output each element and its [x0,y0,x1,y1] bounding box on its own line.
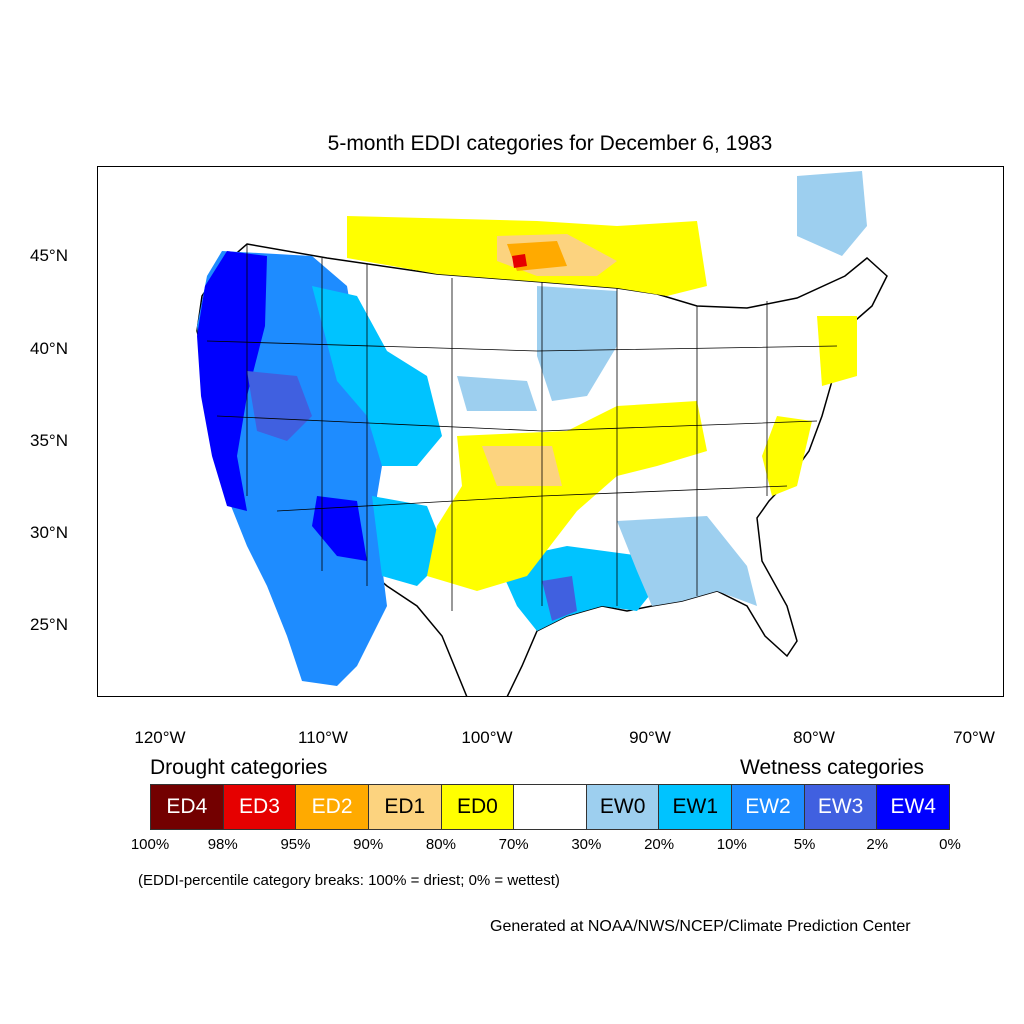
map-frame [97,166,1004,697]
legend-swatch-ew1: EW1 [659,785,733,829]
state-borders [206,244,838,611]
map-title: 5-month EDDI categories for December 6, … [327,132,773,155]
ew3-region-nevada [247,371,312,441]
ew3-region-houston [542,576,577,621]
ew4-region-coast [197,251,267,511]
wetness-heading: Wetness categories [740,756,925,779]
legend-break-label: 80% [425,836,456,853]
legend-swatch-ed4: ED4 [151,785,224,829]
lat-label-45: 45°N [30,246,68,265]
legend-break-label: 98% [207,836,238,853]
lon-label-110: 110°W [298,728,348,747]
ew0-region-northeast [797,171,867,256]
legend-swatch-ew0: EW0 [586,785,660,829]
legend-swatch-ed0: ED0 [441,785,515,829]
ed0-region-northeast [817,316,857,386]
eddi-map [97,166,1004,697]
legend-swatch-ed1: ED1 [368,785,442,829]
legend-break-label: 10% [716,836,747,853]
lat-label-25: 25°N [30,615,68,634]
legend-break-label: 20% [644,836,675,853]
lat-label-35: 35°N [30,431,68,450]
legend-break-label: 0% [939,836,961,853]
legend-swatch-neutral [514,785,587,829]
ed3-spot-north [512,254,527,268]
legend-swatch-ew2: EW2 [732,785,805,829]
legend-note: (EDDI-percentile category breaks: 100% =… [138,872,560,889]
legend-swatch-ed2: ED2 [296,785,369,829]
legend-break-label: 30% [571,836,602,853]
credit-line: Generated at NOAA/NWS/NCEP/Climate Predi… [490,918,911,935]
ew0-region-upper-midwest [537,286,617,401]
ew0-region-plains [457,376,537,411]
lon-label-90: 90°W [629,728,671,747]
legend-break-label: 70% [498,836,529,853]
lat-label-40: 40°N [30,339,68,358]
ew0-region-southeast [617,516,757,606]
lon-label-70: 70°W [953,728,995,747]
legend-break-label: 5% [793,836,816,853]
ed0-region-east [762,416,812,496]
legend-swatch-ew4: EW4 [877,785,950,829]
legend-break-label: 100% [130,836,170,853]
legend-break-label: 2% [866,836,889,853]
ew4-region-arizona [312,496,367,561]
ew1-region-southwest [372,496,447,586]
legend-break-label: 90% [353,836,384,853]
legend-swatch-ew3: EW3 [804,785,878,829]
drought-heading: Drought categories [150,756,328,779]
legend-colorbar: ED4 ED3 ED2 ED1 ED0 EW0 EW1 EW2 EW3 EW4 [150,784,950,830]
lat-label-30: 30°N [30,523,68,542]
ew1-region-rockies [312,286,442,466]
legend-break-label: 95% [280,836,311,853]
lon-label-100: 100°W [461,728,513,747]
legend-swatch-ed3: ED3 [223,785,297,829]
lon-label-80: 80°W [793,728,835,747]
lon-label-120: 120°W [134,728,186,747]
